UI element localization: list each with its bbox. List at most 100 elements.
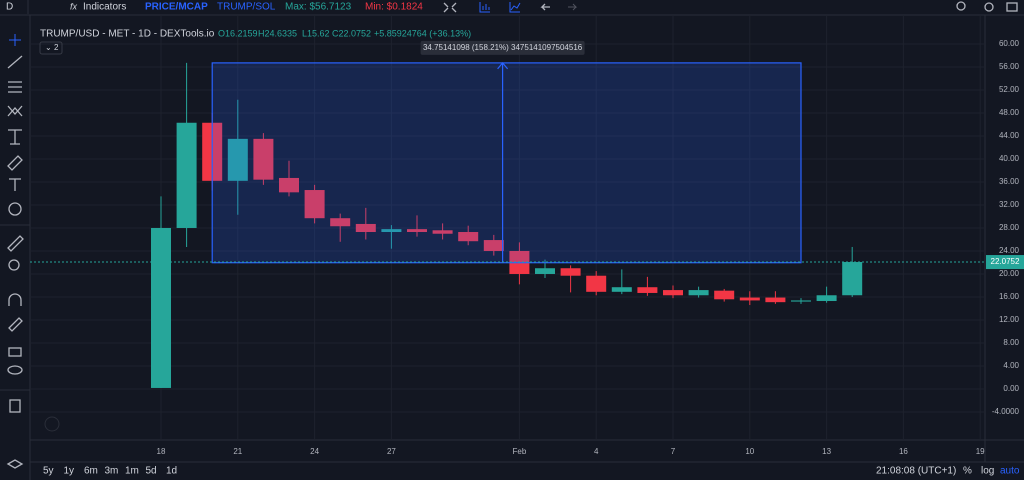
lock-tool[interactable] — [8, 347, 22, 357]
lock-drawing-tool[interactable] — [8, 317, 23, 332]
y-tick-label: 60.00 — [999, 39, 1020, 48]
indicators-icon: fx — [70, 1, 78, 11]
search-icon[interactable] — [956, 1, 966, 11]
candle-body — [586, 275, 607, 292]
y-tick-label: 16.00 — [999, 292, 1020, 301]
x-tick-label: 4 — [594, 447, 599, 456]
y-tick-label: 52.00 — [999, 85, 1020, 94]
price-mcap[interactable]: PRICE/MCAP — [145, 2, 208, 13]
min-price: Min: $0.1824 — [365, 2, 423, 13]
y-tick-label: 4.00 — [1003, 361, 1019, 370]
projection-tool[interactable] — [8, 129, 22, 145]
log-toggle[interactable]: log — [981, 466, 994, 477]
y-tick-label: 32.00 — [999, 200, 1020, 209]
candle-body — [151, 227, 171, 388]
candle-body — [791, 300, 811, 302]
auto-toggle[interactable]: auto — [1000, 466, 1020, 477]
collapse-arrow: ⌄ — [45, 43, 52, 52]
candle-body — [714, 290, 735, 300]
y-tick-label: 48.00 — [999, 108, 1020, 117]
candle-body — [816, 295, 837, 302]
trash-tool[interactable] — [9, 399, 21, 413]
y-tick-label: 28.00 — [999, 223, 1020, 232]
pattern-tool[interactable] — [7, 105, 23, 117]
footer: 5y 1y 6m 3m 1m 5d 1d — [43, 466, 177, 477]
x-tick-label: 7 — [671, 447, 676, 456]
emoji-tool[interactable] — [8, 202, 22, 216]
candle-body — [432, 230, 453, 234]
range-button[interactable]: 5d — [146, 466, 157, 477]
text-tool[interactable] — [9, 178, 21, 191]
layers-tool[interactable] — [6, 459, 24, 469]
zoom-tool[interactable] — [8, 259, 20, 271]
chart-style-icon[interactable] — [479, 2, 490, 13]
y-tick-label: 8.00 — [1003, 338, 1019, 347]
y-tick-label: 56.00 — [999, 62, 1020, 71]
plot: 34.75141098 (158.21%) 3475141097504516 — [30, 40, 985, 388]
redo-icon[interactable] — [568, 3, 578, 11]
candle-body — [227, 138, 248, 181]
y-tick-label: 24.00 — [999, 246, 1020, 255]
crosshair-tool[interactable] — [9, 34, 21, 46]
legend-high: H24.6335 — [258, 28, 297, 38]
trendline-tool[interactable] — [7, 55, 23, 69]
symbol: TRUMP/USD - MET - 1D - DEXTools.io — [40, 29, 215, 40]
x-tick-label: 13 — [822, 447, 831, 456]
line-style-icon[interactable] — [509, 2, 521, 13]
max-price: Max: $56.7123 — [285, 2, 352, 13]
y-tick-label: 0.00 — [1003, 384, 1019, 393]
candle-body — [739, 297, 760, 301]
camera-icon[interactable] — [1006, 2, 1018, 12]
undo-icon[interactable] — [540, 3, 550, 11]
ruler-tool[interactable] — [7, 235, 24, 252]
candle-body — [355, 223, 376, 233]
candle-body — [611, 287, 632, 292]
x-tick-label: Feb — [513, 447, 527, 456]
range-button[interactable]: 6m — [84, 466, 98, 477]
candle-body — [458, 232, 479, 242]
y-tick-label: 44.00 — [999, 131, 1020, 140]
candle-body — [407, 229, 427, 233]
range-button[interactable]: 3m — [105, 466, 119, 477]
brush-tool[interactable] — [7, 155, 23, 171]
fib-tool[interactable] — [8, 81, 22, 93]
candle-body — [842, 262, 863, 296]
settings-icon[interactable] — [984, 2, 994, 12]
interval[interactable]: D — [6, 2, 13, 13]
legend-low: L15.62 — [302, 28, 330, 38]
candle-body — [765, 297, 786, 303]
measure-label-bg — [420, 40, 585, 55]
candle-body — [663, 290, 683, 296]
measure-arrow — [497, 61, 509, 263]
last-price-tag — [986, 255, 1024, 270]
measure-label: 34.75141098 (158.21%) 3475141097504516 — [423, 43, 583, 52]
candle-body — [176, 122, 197, 228]
pair-toggle[interactable]: TRUMP/SOL — [217, 2, 276, 13]
measure-box — [211, 62, 802, 264]
range-button[interactable]: 1d — [166, 466, 177, 477]
range-button[interactable]: 1y — [64, 466, 75, 477]
x-tick-label: 24 — [310, 447, 319, 456]
x-tick-label: 18 — [157, 447, 166, 456]
y-tick-label: 40.00 — [999, 154, 1020, 163]
y-tick-label: 36.00 — [999, 177, 1020, 186]
indicators[interactable]: Indicators — [83, 2, 126, 13]
range-button[interactable]: 5y — [43, 466, 54, 477]
visibility-tool[interactable] — [7, 365, 23, 375]
x-tick-label: 27 — [387, 447, 396, 456]
candle-body — [535, 268, 555, 274]
percent-toggle[interactable]: % — [963, 466, 972, 477]
fullscreen-icon[interactable] — [443, 2, 457, 13]
candle-body — [253, 138, 274, 180]
range-button[interactable]: 1m — [125, 466, 139, 477]
logo — [44, 416, 60, 432]
clock: 21:08:08 (UTC+1) — [876, 466, 956, 477]
candle-body — [560, 268, 581, 276]
y-tick-label: 12.00 — [999, 315, 1020, 324]
last-price-label: 22.0752 — [991, 257, 1020, 266]
legend-change: +5.85924764 (+36.13%) — [374, 28, 471, 38]
magnet-tool[interactable] — [8, 293, 22, 306]
indicator-collapse[interactable] — [39, 41, 63, 55]
legend-close: C22.0752 — [332, 28, 371, 38]
